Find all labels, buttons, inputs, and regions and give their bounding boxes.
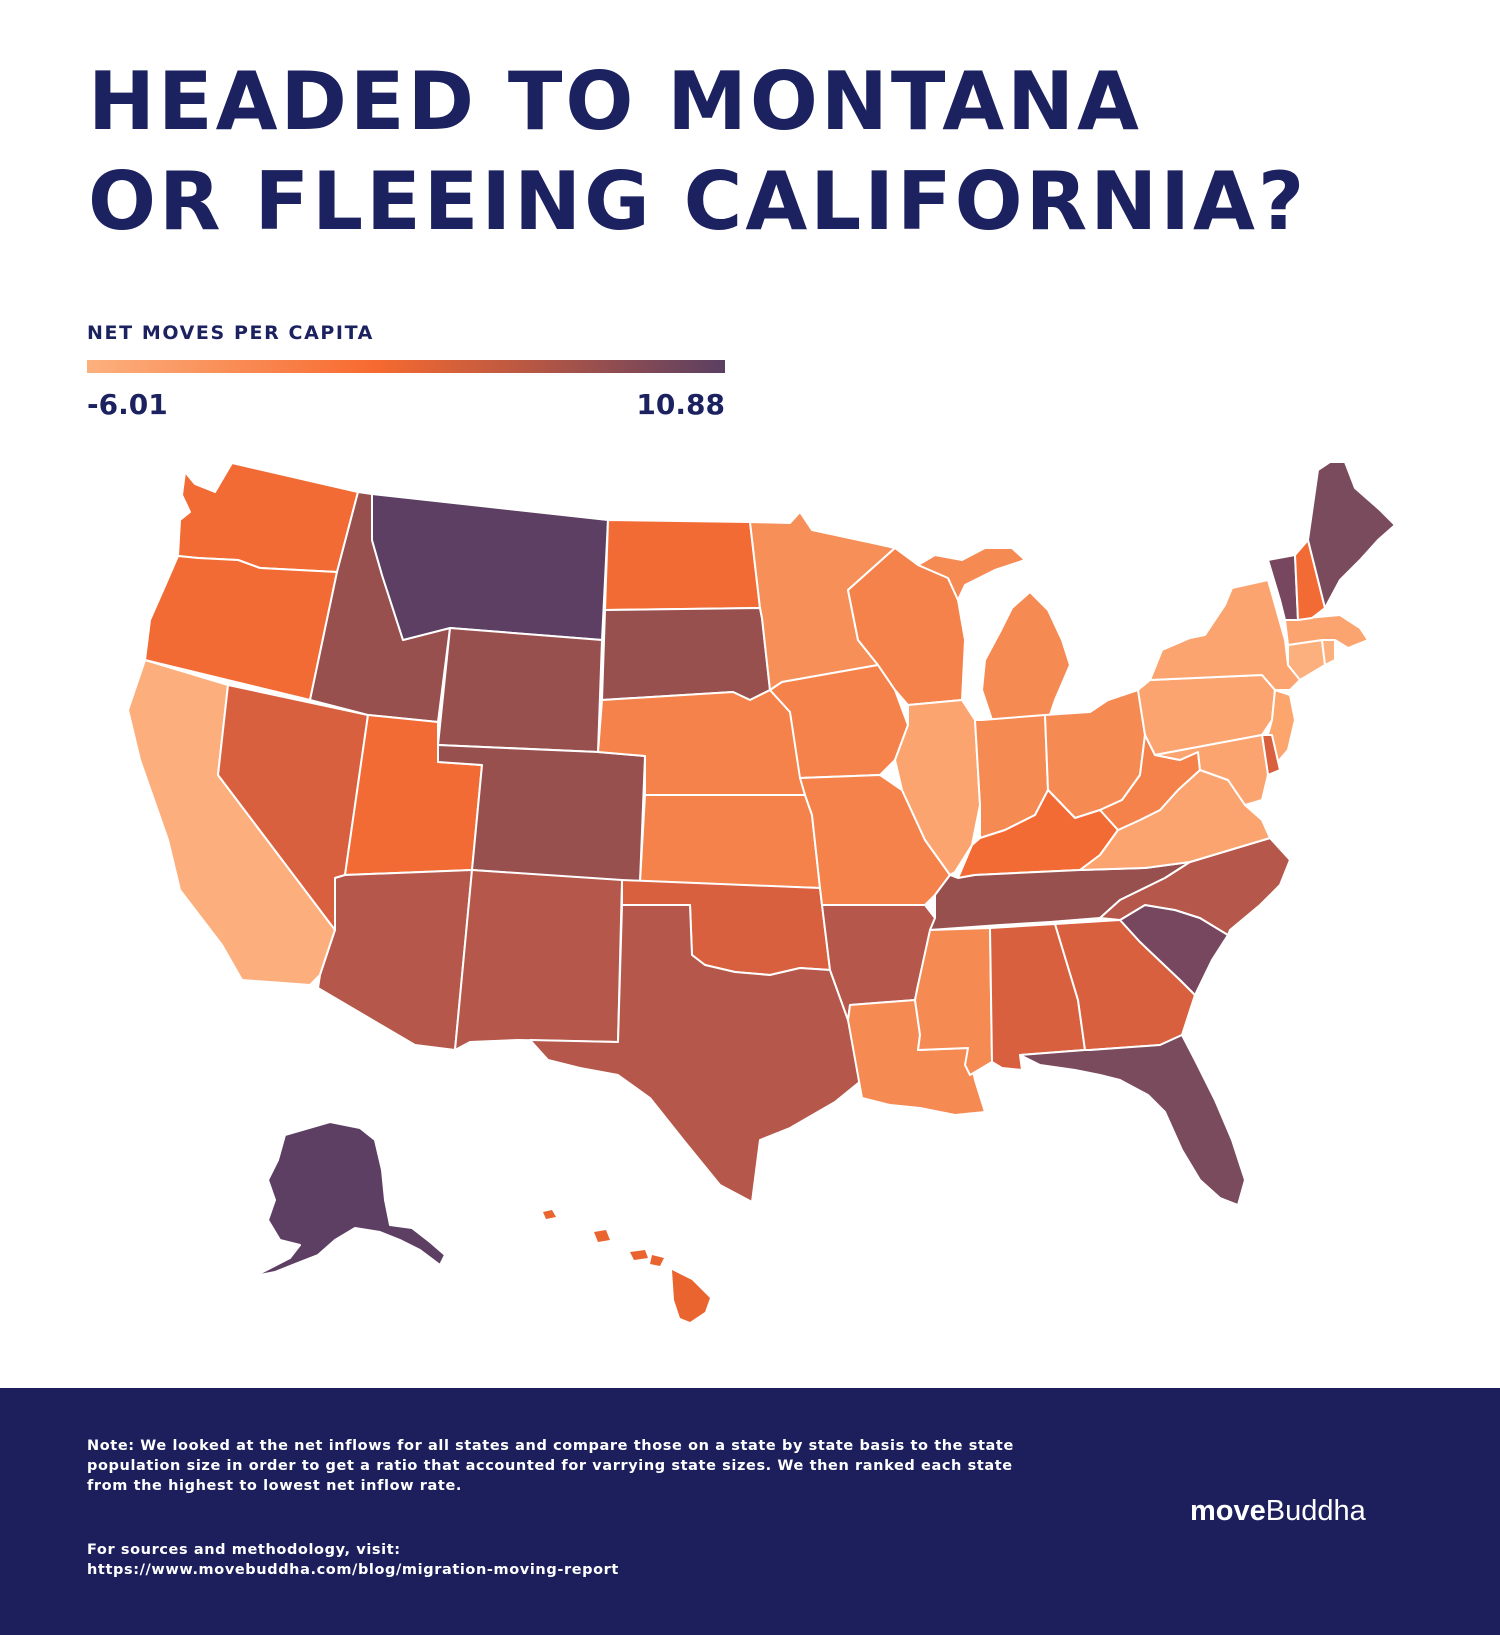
state-MA: [1284, 614, 1369, 649]
legend-max-label: 10.88: [636, 388, 725, 421]
title-line-2: OR FLEEING CALIFORNIA?: [88, 155, 1308, 248]
state-FL: [1019, 1034, 1246, 1206]
state-RI: [1321, 639, 1336, 666]
title-line-1: HEADED TO MONTANA: [88, 55, 1142, 148]
sources-url-link[interactable]: https://www.movebuddha.com/blog/migratio…: [87, 1562, 619, 1578]
logo-part-move: move: [1190, 1495, 1266, 1527]
state-IL: [894, 699, 981, 876]
legend-min-label: -6.01: [87, 388, 168, 421]
state-WA: [177, 462, 359, 573]
state-ME: [1307, 461, 1396, 609]
state-NH: [1294, 539, 1326, 621]
state-AZ: [317, 869, 473, 1051]
sources-label: For sources and methodology, visit:: [87, 1542, 401, 1558]
state-WY: [437, 627, 603, 753]
color-legend: NET MOVES PER CAPITA -6.01 10.88: [87, 322, 727, 421]
state-SD: [601, 607, 771, 701]
us-choropleth-map: [127, 461, 1396, 1322]
methodology-note: Note: We looked at the net inflows for a…: [87, 1438, 1014, 1494]
state-WI: [847, 547, 966, 706]
state-TX: [529, 904, 863, 1203]
state-MI-upper: [917, 547, 1026, 601]
sources-block: For sources and methodology, visit: http…: [87, 1540, 987, 1580]
state-KS: [639, 794, 821, 889]
state-ND: [604, 519, 761, 611]
state-NC: [1099, 837, 1291, 936]
legend-gradient-bar: [87, 360, 725, 373]
state-VT: [1267, 554, 1299, 621]
state-MD: [1154, 734, 1269, 806]
state-NY: [1149, 579, 1301, 691]
state-MT: [371, 493, 609, 641]
footer: Note: We looked at the net inflows for a…: [0, 1388, 1500, 1635]
movebuddha-logo: moveBuddha: [1190, 1495, 1366, 1528]
state-MO: [799, 774, 951, 906]
logo-part-buddha: Buddha: [1265, 1495, 1366, 1527]
page-title: HEADED TO MONTANA OR FLEEING CALIFORNIA?: [88, 52, 1307, 252]
state-AK: [254, 1121, 446, 1277]
state-NM: [454, 869, 623, 1051]
state-HI: [543, 1210, 710, 1322]
legend-title: NET MOVES PER CAPITA: [87, 322, 374, 344]
state-MI: [981, 591, 1071, 721]
